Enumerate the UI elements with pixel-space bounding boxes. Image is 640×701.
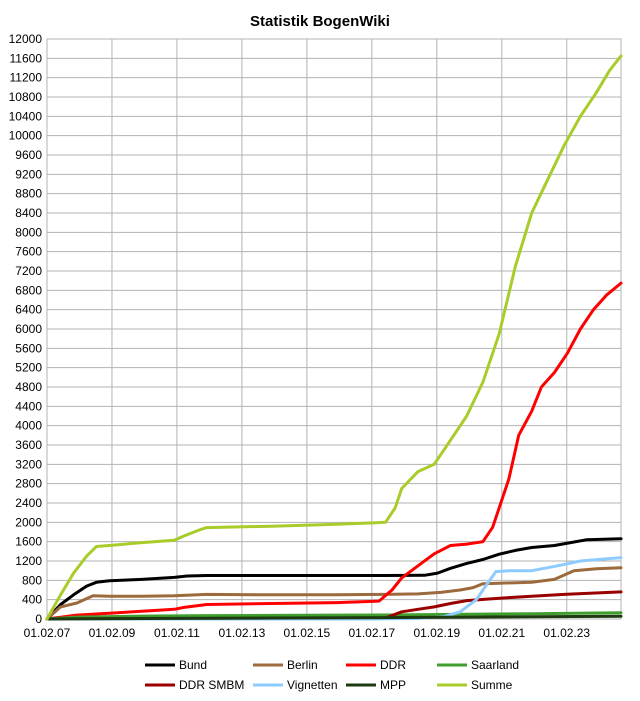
series-lines xyxy=(45,54,623,621)
y-tick-label: 12000 xyxy=(9,32,43,46)
y-tick-label: 10400 xyxy=(9,109,43,123)
y-tick-label: 8800 xyxy=(15,187,42,201)
y-tick-label: 11200 xyxy=(10,71,43,85)
series-line-saarland xyxy=(45,611,623,621)
series-line-mpp xyxy=(45,614,623,621)
y-tick-label: 7600 xyxy=(15,245,42,259)
y-tick-label: 9200 xyxy=(15,167,42,181)
y-tick-label: 10800 xyxy=(9,90,43,104)
legend-label: DDR xyxy=(380,658,406,672)
y-tick-label: 1200 xyxy=(15,554,42,568)
y-tick-label: 8400 xyxy=(15,206,42,220)
x-tick-label: 01.02.09 xyxy=(89,626,136,640)
legend: Bund Berlin DDR Saarland DDR SMBM Vignetten MP… xyxy=(145,658,519,692)
series-line-berlin xyxy=(45,566,623,621)
y-tick-label: 7200 xyxy=(15,264,42,278)
legend-label: Berlin xyxy=(287,658,318,672)
y-tick-label: 5600 xyxy=(15,341,42,355)
series-line-ddr xyxy=(45,281,623,621)
x-tick-label: 01.02.23 xyxy=(543,626,590,640)
legend-label: MPP xyxy=(380,678,406,692)
y-tick-label: 0 xyxy=(35,612,42,626)
chart-title: Statistik BogenWiki xyxy=(250,13,390,30)
y-tick-label: 4800 xyxy=(15,380,42,394)
plot-grid xyxy=(46,38,622,620)
y-tick-label: 800 xyxy=(22,573,42,587)
y-tick-label: 400 xyxy=(22,593,42,607)
y-tick-label: 2400 xyxy=(15,496,42,510)
y-tick-label: 2000 xyxy=(15,515,42,529)
y-tick-label: 3200 xyxy=(15,457,42,471)
y-tick-label: 4400 xyxy=(15,399,42,413)
y-tick-label: 6800 xyxy=(15,283,42,297)
x-tick-label: 01.02.15 xyxy=(284,626,331,640)
y-tick-label: 3600 xyxy=(15,438,42,452)
x-tick-label: 01.02.21 xyxy=(478,626,525,640)
x-axis-ticks: 01.02.07 01.02.09 01.02.11 01.02.13 01.02.15… xyxy=(24,626,591,640)
y-tick-label: 10000 xyxy=(9,129,43,143)
y-tick-label: 6400 xyxy=(15,303,42,317)
y-tick-label: 8000 xyxy=(15,225,42,239)
legend-label: Bund xyxy=(179,658,207,672)
y-tick-label: 11600 xyxy=(10,51,43,65)
y-tick-label: 5200 xyxy=(15,361,42,375)
x-tick-label: 01.02.11 xyxy=(154,626,200,640)
y-axis-ticks: 0 400 800 1200 1600 2000 2400 2800 3200 3600 4000 4… xyxy=(9,32,43,626)
x-tick-label: 01.02.17 xyxy=(348,626,395,640)
legend-label: Summe xyxy=(471,678,513,692)
legend-label: Saarland xyxy=(471,658,519,672)
series-line-summe xyxy=(45,54,623,621)
y-tick-label: 4000 xyxy=(15,419,42,433)
y-tick-label: 2800 xyxy=(15,477,42,491)
y-tick-label: 1600 xyxy=(15,535,42,549)
x-tick-label: 01.02.07 xyxy=(24,626,71,640)
legend-label: Vignetten xyxy=(287,678,338,692)
series-line-bund xyxy=(45,537,623,621)
x-tick-label: 01.02.13 xyxy=(219,626,266,640)
legend-label: DDR SMBM xyxy=(179,678,244,692)
x-tick-label: 01.02.19 xyxy=(413,626,460,640)
y-tick-label: 6000 xyxy=(15,322,42,336)
y-tick-label: 9600 xyxy=(15,148,42,162)
